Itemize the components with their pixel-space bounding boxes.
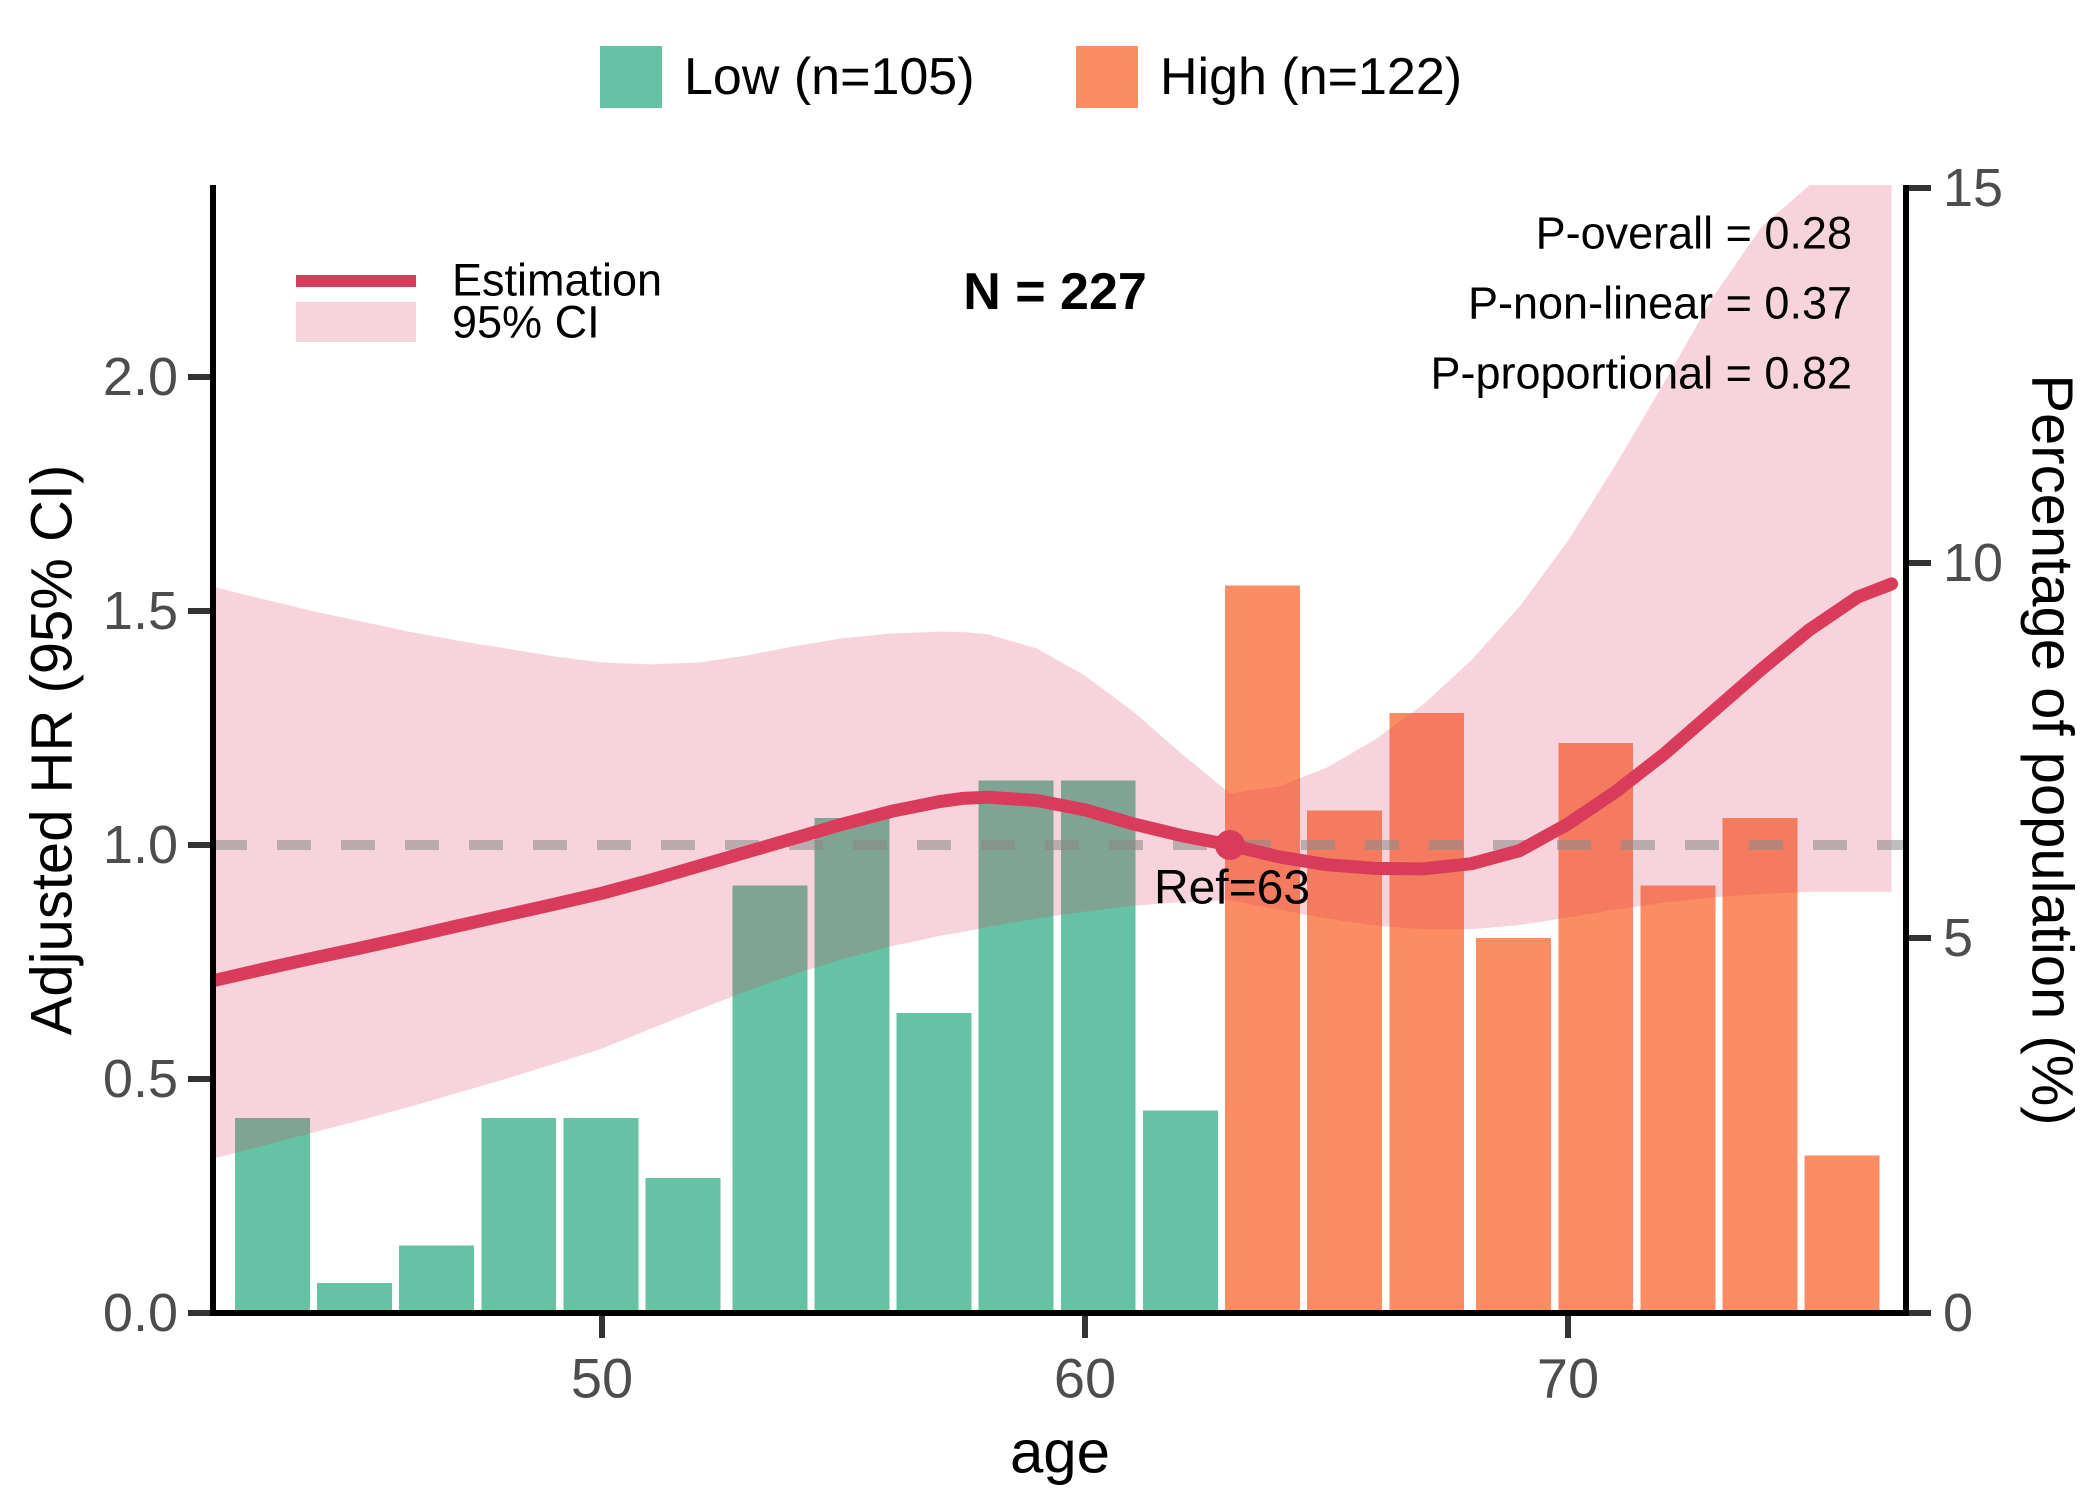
legend-label-high: High (n=122) [1160,48,1462,106]
legend-label-estimation: Estimation [452,255,662,306]
annotation-p-overall: P-overall = 0.28 [1536,208,1852,259]
histogram-bar [317,1283,392,1310]
x-axis-title: age [1010,1419,1110,1486]
legend-swatch-high-icon [1076,46,1138,108]
annotation-ref-label: Ref=63 [1154,862,1310,915]
y-axis-left-title: Adjusted HR (95% CI) [20,465,85,1036]
y-left-tick-label: 2.0 [103,347,178,407]
y-axis-right-spine [1903,185,1909,1316]
estimation-curve-layer [213,577,1899,988]
histogram-bar [645,1178,721,1310]
histogram-bar [1060,780,1136,1310]
estimation-curve [213,577,1899,988]
y-left-tick-label: 1.5 [103,581,178,641]
y-left-tick-label: 0.0 [103,1283,178,1343]
annotation-p-non-linear: P-non-linear = 0.37 [1468,278,1852,329]
y-right-tick-label: 5 [1943,908,1973,968]
histogram-bar [814,818,890,1310]
histogram-bar [1307,810,1383,1310]
histogram-bar [1722,818,1798,1310]
legend-swatch-low-icon [600,46,662,108]
legend-ci-swatch-icon [296,302,416,342]
histogram-bar [732,885,808,1310]
ref-point-dot [1214,830,1245,860]
histogram-bar [896,1013,972,1310]
y-right-tick-label: 10 [1943,533,2003,593]
legend-label-ci: 95% CI [452,297,600,348]
histogram-bar [399,1245,474,1310]
legend-label-low: Low (n=105) [684,48,975,106]
ci-band-layer [213,185,1892,1159]
legend-top: Low (n=105) High (n=122) [600,46,1462,108]
histogram-bar [1143,1110,1218,1310]
histogram-bar [1389,713,1465,1310]
histogram-bar [234,1118,310,1310]
y-axis-right-title: Percentage of population (%) [2020,374,2085,1125]
y-left-tick-label: 1.0 [103,815,178,875]
x-tick-label: 60 [1054,1347,1116,1410]
y-axis-left-spine [210,185,216,1316]
histogram-bar [978,780,1054,1310]
annotation-n-total: N = 227 [963,263,1147,321]
x-axis-spine [207,1310,1912,1316]
histogram-bar [563,1118,639,1310]
x-tick-label: 50 [571,1347,633,1410]
legend-inner: Estimation 95% CI [296,255,662,348]
x-tick-label: 70 [1537,1347,1599,1410]
ci-band [213,185,1892,1159]
histogram-bar [1476,938,1552,1310]
annotation-p-proportional: P-proportional = 0.82 [1430,348,1852,399]
axes-layer: 0.0 0.5 1.0 1.5 2.0 0 5 10 15 50 60 70 [103,158,2003,1410]
histogram-bar [1804,1155,1880,1310]
y-right-tick-label: 0 [1943,1283,1973,1343]
histogram-bar [481,1118,557,1310]
histogram-bar [1225,585,1300,1310]
histogram-bar [1640,885,1716,1310]
histogram-bars-layer [234,585,1880,1310]
histogram-bar [1558,743,1634,1310]
y-left-tick-label: 0.5 [103,1049,178,1109]
y-right-tick-label: 15 [1943,158,2003,218]
